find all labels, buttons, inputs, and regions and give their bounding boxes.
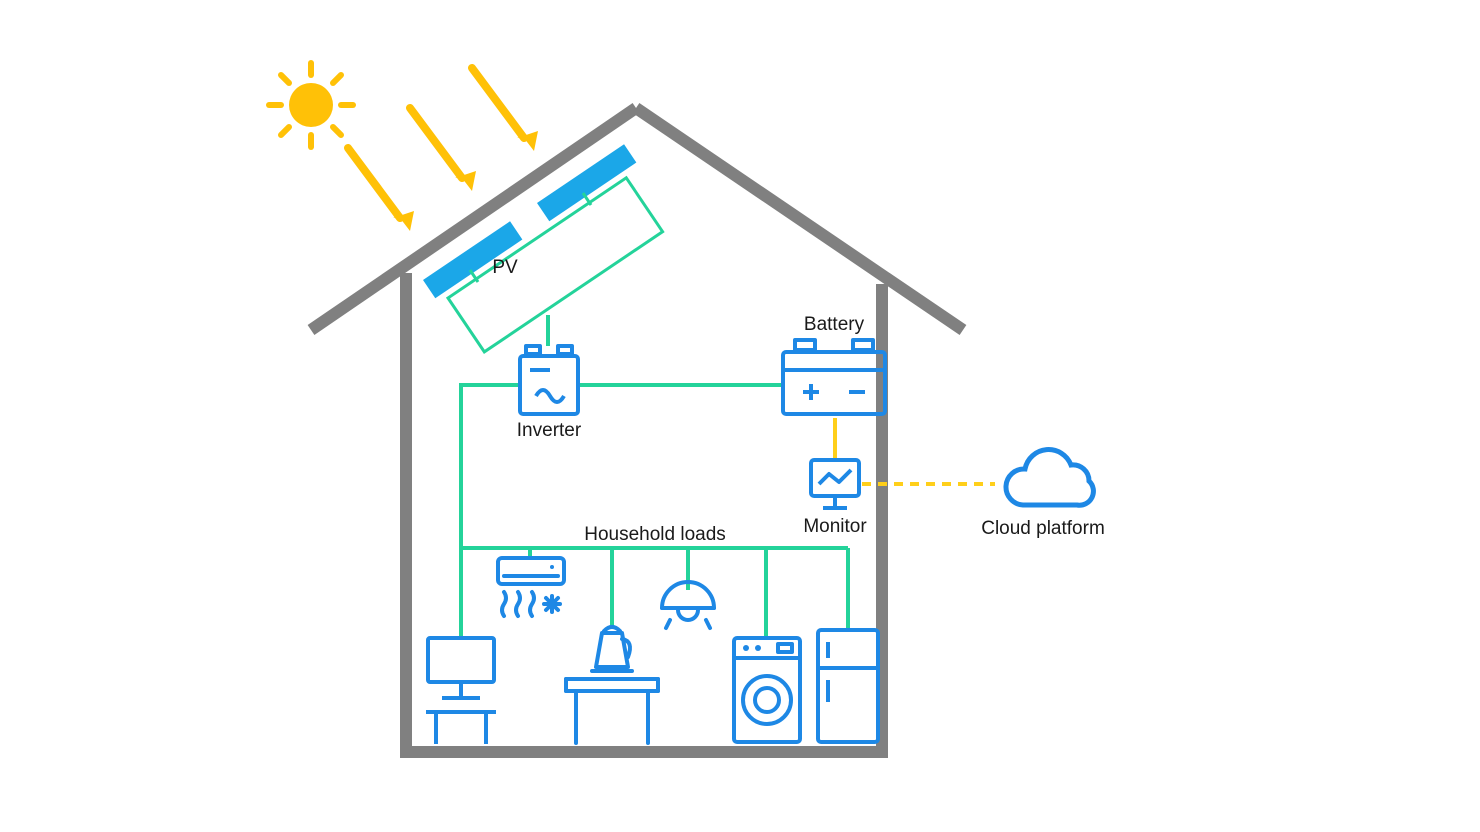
monitor-label: Monitor [803,516,867,537]
air-conditioner-icon [498,558,564,616]
pv-label: PV [492,257,518,278]
cloud-label: Cloud platform [981,518,1105,539]
sun-arrows [348,68,538,231]
sun-icon [269,63,353,147]
fridge-icon [818,630,878,742]
tv-icon [426,638,496,744]
household-loads-label: Household loads [584,524,726,545]
kettle-icon [566,625,658,743]
inverter-icon [520,346,578,414]
solar-house-diagram: PV [0,0,1480,832]
battery-label: Battery [804,314,865,335]
monitor-icon [811,460,859,508]
cloud-icon [1006,450,1093,506]
battery-icon [783,340,885,414]
inverter-label: Inverter [517,420,582,441]
washing-machine-icon [734,638,800,742]
